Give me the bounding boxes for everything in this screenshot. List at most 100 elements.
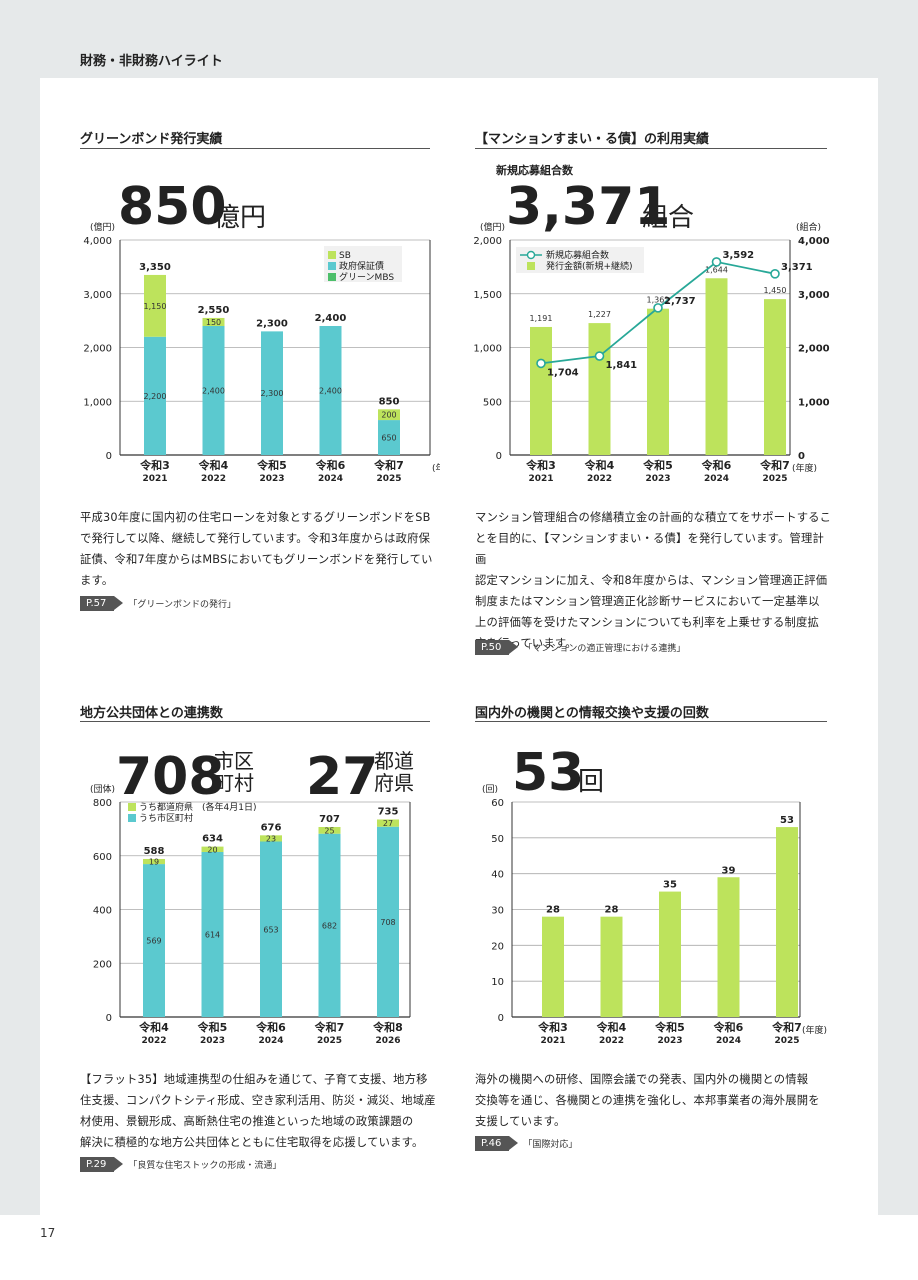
local-gov-headline-number-2: 27 (306, 747, 378, 807)
intl-headline-number: 53 (512, 743, 584, 803)
x-category-label: 令和5 (197, 1020, 228, 1034)
y-tick-label: 200 (93, 959, 112, 970)
bar-value-label: 569 (146, 937, 161, 946)
x-category-label: 令和3 (525, 458, 556, 472)
page-ref-tag[interactable]: P.50 (475, 640, 519, 655)
bar-value-label: 27 (383, 819, 393, 828)
legend-box (516, 247, 644, 273)
mansion-plot: 0 500 1,000 1,500 2,000 (億円) 0 1,000 2,000 3,000 4… (473, 221, 829, 484)
legend-swatch (128, 814, 136, 822)
bar (717, 877, 740, 1017)
bar-value-label: 2,400 (202, 387, 225, 396)
green-bond-headline-number: 850 (118, 177, 227, 237)
y-tick-label: 1,000 (83, 397, 112, 408)
bar-total-label: 634 (202, 834, 223, 845)
page-ref-tag[interactable]: P.46 (475, 1136, 519, 1151)
line-point (653, 303, 663, 313)
bar-value-label: 53 (780, 815, 794, 826)
y-tick-label: 50 (491, 834, 504, 845)
body-line: マンション管理組合の修繕積立金の計画的な積立てをサポートするこ (475, 511, 832, 524)
mansion-sub-label: 新規応募組合数 (496, 163, 574, 177)
x-year-label: 2023 (200, 1036, 225, 1046)
bar (600, 916, 623, 1017)
intl-plot: 0 10 20 30 40 50 60 (回) 28 28 35 39 53 令和3 2021 令和4 2022… (482, 784, 827, 1046)
intl-chart: 53 回 0 10 20 30 40 50 60 (回) 28 28 35 39 53 令和3 2021 令和… (482, 743, 827, 1046)
bar-total-label: 2,550 (198, 305, 230, 316)
legend-note: (各年4月1日) (202, 801, 256, 813)
x-year-label: 2024 (258, 1036, 283, 1046)
y-tick-label: 2,000 (473, 236, 502, 247)
mansion-chart: 新規応募組合数 3,371 組合 0 500 1,000 1,500 2,000 (億円)… (473, 163, 829, 484)
mansion-title: 【マンションすまい・る債】の利用実績 (475, 132, 710, 147)
bar-total-label: 2,400 (315, 313, 347, 324)
x-category-label: 令和6 (701, 458, 732, 472)
local-gov-page-ref[interactable]: P.29 「良質な住宅ストックの形成・流通」 (80, 1157, 281, 1172)
x-year-label: 2021 (540, 1036, 565, 1046)
body-line: 材使用、景観形成、高断熱住宅の推進といった地域の政策課題の (80, 1115, 414, 1128)
bar-total-label: 707 (319, 814, 340, 825)
y-right-tick-label: 3,000 (798, 290, 830, 301)
legend-label: 新規応募組合数 (546, 249, 609, 261)
line-value-label: 2,737 (664, 296, 696, 307)
bar-segment (319, 326, 342, 455)
bar-segment (318, 826, 341, 834)
x-year-label: 2024 (716, 1036, 741, 1046)
intl-title: 国内外の機関との情報交換や支援の回数 (475, 706, 709, 721)
legend-label: 政府保証債 (339, 260, 384, 272)
bar-segment (201, 846, 224, 852)
bar-value-label: 708 (380, 918, 395, 927)
bar (764, 299, 786, 455)
y-tick-label: 40 (491, 870, 504, 881)
body-line: 解決に積極的な地方公共団体とともに住宅取得を応援しています。 (80, 1136, 424, 1149)
x-category-label: 令和4 (198, 458, 229, 472)
local-gov-chart: 708 市区 町村 27 都道 府県 0 200 400 600 800 (団体) 569 1… (90, 747, 414, 1046)
bar-total-label: 588 (144, 846, 165, 857)
x-category-label: 令和6 (255, 1020, 286, 1034)
y-right-tick-label: 2,000 (798, 344, 830, 355)
line-value-label: 1,704 (547, 367, 579, 378)
legend-label: SB (339, 251, 351, 261)
x-category-label: 令和7 (373, 458, 404, 472)
intl-page-ref[interactable]: P.46 「国際対応」 (475, 1136, 577, 1151)
x-year-label: 2023 (657, 1036, 682, 1046)
mansion-headline-unit: 組合 (642, 203, 694, 233)
intl-headline-unit: 回 (578, 767, 604, 797)
y-tick-label: 1,500 (473, 290, 502, 301)
bar-segment (202, 317, 225, 326)
body-line: 認定マンションに加え、令和8年度からは、マンション管理適正評価 (475, 574, 828, 587)
x-category-label: 令和6 (315, 458, 346, 472)
bar-segment (143, 864, 165, 1017)
bar (588, 323, 611, 455)
y-tick-label: 2,000 (83, 344, 112, 355)
body-line: 制度またはマンション管理適正化診断サービスにおいて一定基準以 (475, 595, 820, 608)
body-line: 上の評価等を受けたマンションについても利率を上乗せする制度拡 (475, 616, 820, 629)
y-tick-label: 60 (491, 798, 504, 809)
page-ref-tag[interactable]: P.57 (80, 596, 124, 611)
x-year-label: 2022 (141, 1036, 166, 1046)
mansion-page-ref[interactable]: P.50 「マンションの適正管理における連携」 (475, 640, 685, 655)
bar-value-label: 1,450 (764, 286, 787, 295)
local-gov-headline-unit-2b: 府県 (374, 771, 414, 795)
page-ref-text: 「良質な住宅ストックの形成・流通」 (128, 1161, 282, 1171)
bar-value-label: 19 (149, 858, 159, 867)
green-bond-chart: 850 億円 0 1,000 2,000 3,000 4,000 (億円) 2,200 1,1… (83, 177, 440, 484)
bar-value-label: 200 (381, 411, 396, 420)
page-ref-tag[interactable]: P.29 (80, 1157, 124, 1172)
x-axis-unit: (年度) (432, 462, 440, 474)
body-line: 支援しています。 (475, 1115, 566, 1128)
x-category-label: 令和7 (771, 1020, 802, 1034)
x-year-label: 2026 (375, 1036, 400, 1046)
bar-total-label: 735 (378, 806, 399, 817)
header-band (0, 0, 918, 78)
x-year-label: 2022 (201, 474, 226, 484)
bar-value-label: 150 (206, 318, 221, 327)
green-bond-page-ref[interactable]: P.57 「グリーンボンドの発行」 (80, 596, 236, 611)
bar-value-label: 25 (324, 826, 334, 835)
bar-value-label: 1,644 (705, 265, 728, 274)
x-category-label: 令和5 (642, 458, 673, 472)
bar-value-label: 2,200 (144, 392, 167, 401)
x-category-label: 令和5 (654, 1020, 685, 1034)
y-tick-label: 30 (491, 906, 504, 917)
bar (542, 916, 564, 1017)
